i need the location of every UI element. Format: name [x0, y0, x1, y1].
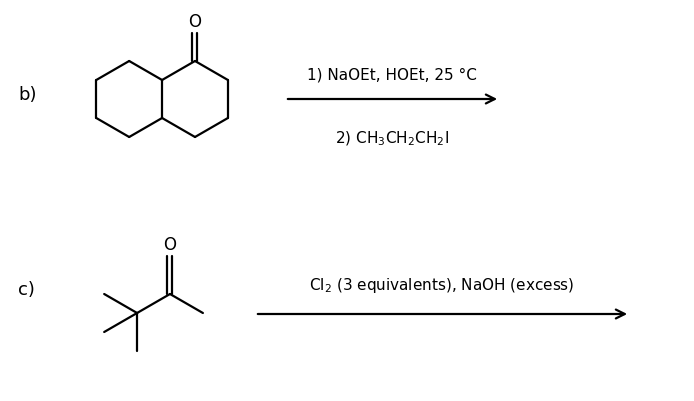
Text: O: O [164, 235, 176, 253]
Text: b): b) [18, 86, 37, 104]
Text: 1) NaOEt, HOEt, 25 °C: 1) NaOEt, HOEt, 25 °C [307, 67, 477, 82]
Text: 2) CH$_3$CH$_2$CH$_2$I: 2) CH$_3$CH$_2$CH$_2$I [335, 130, 449, 148]
Text: c): c) [18, 280, 35, 298]
Text: O: O [189, 13, 201, 31]
Text: Cl$_2$ (3 equivalents), NaOH (excess): Cl$_2$ (3 equivalents), NaOH (excess) [310, 275, 575, 294]
